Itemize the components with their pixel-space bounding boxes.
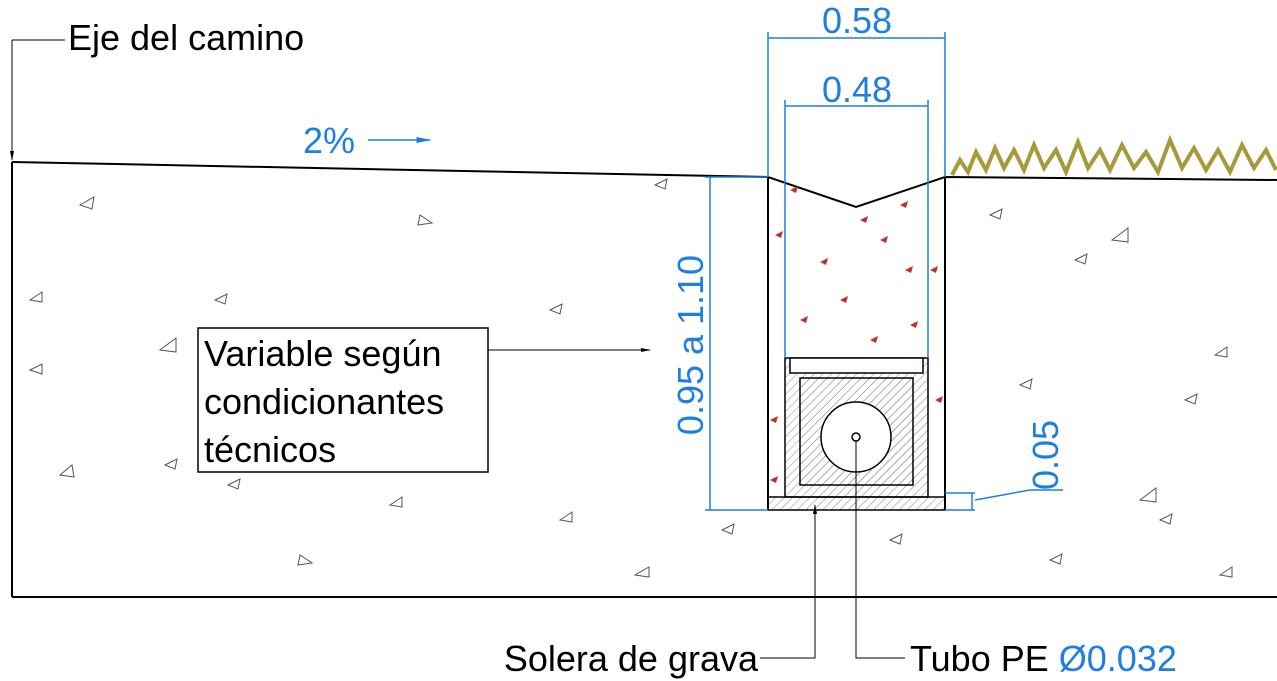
inner-width: 0.48 (822, 69, 892, 110)
grass (950, 134, 1277, 178)
outer-width: 0.58 (822, 0, 892, 41)
note-line: Variable según (204, 333, 442, 374)
note-line: condicionantes (204, 381, 444, 422)
pipe-label: Tubo PE Ø0.032 (910, 638, 1177, 679)
depth: 0.95 a 1.10 (670, 255, 711, 435)
base-label: Solera de grava (504, 638, 759, 679)
pipe-type: Tubo PE (910, 638, 1049, 679)
base-thickness: 0.05 (1025, 420, 1066, 490)
ground (11, 161, 1277, 598)
dimensions (368, 32, 1063, 511)
pipe-diameter: Ø0.032 (1059, 638, 1177, 679)
leaders (10, 39, 905, 659)
axis-label: Eje del camino (68, 17, 304, 58)
note-line: técnicos (204, 429, 336, 470)
slope: 2% (303, 120, 355, 161)
